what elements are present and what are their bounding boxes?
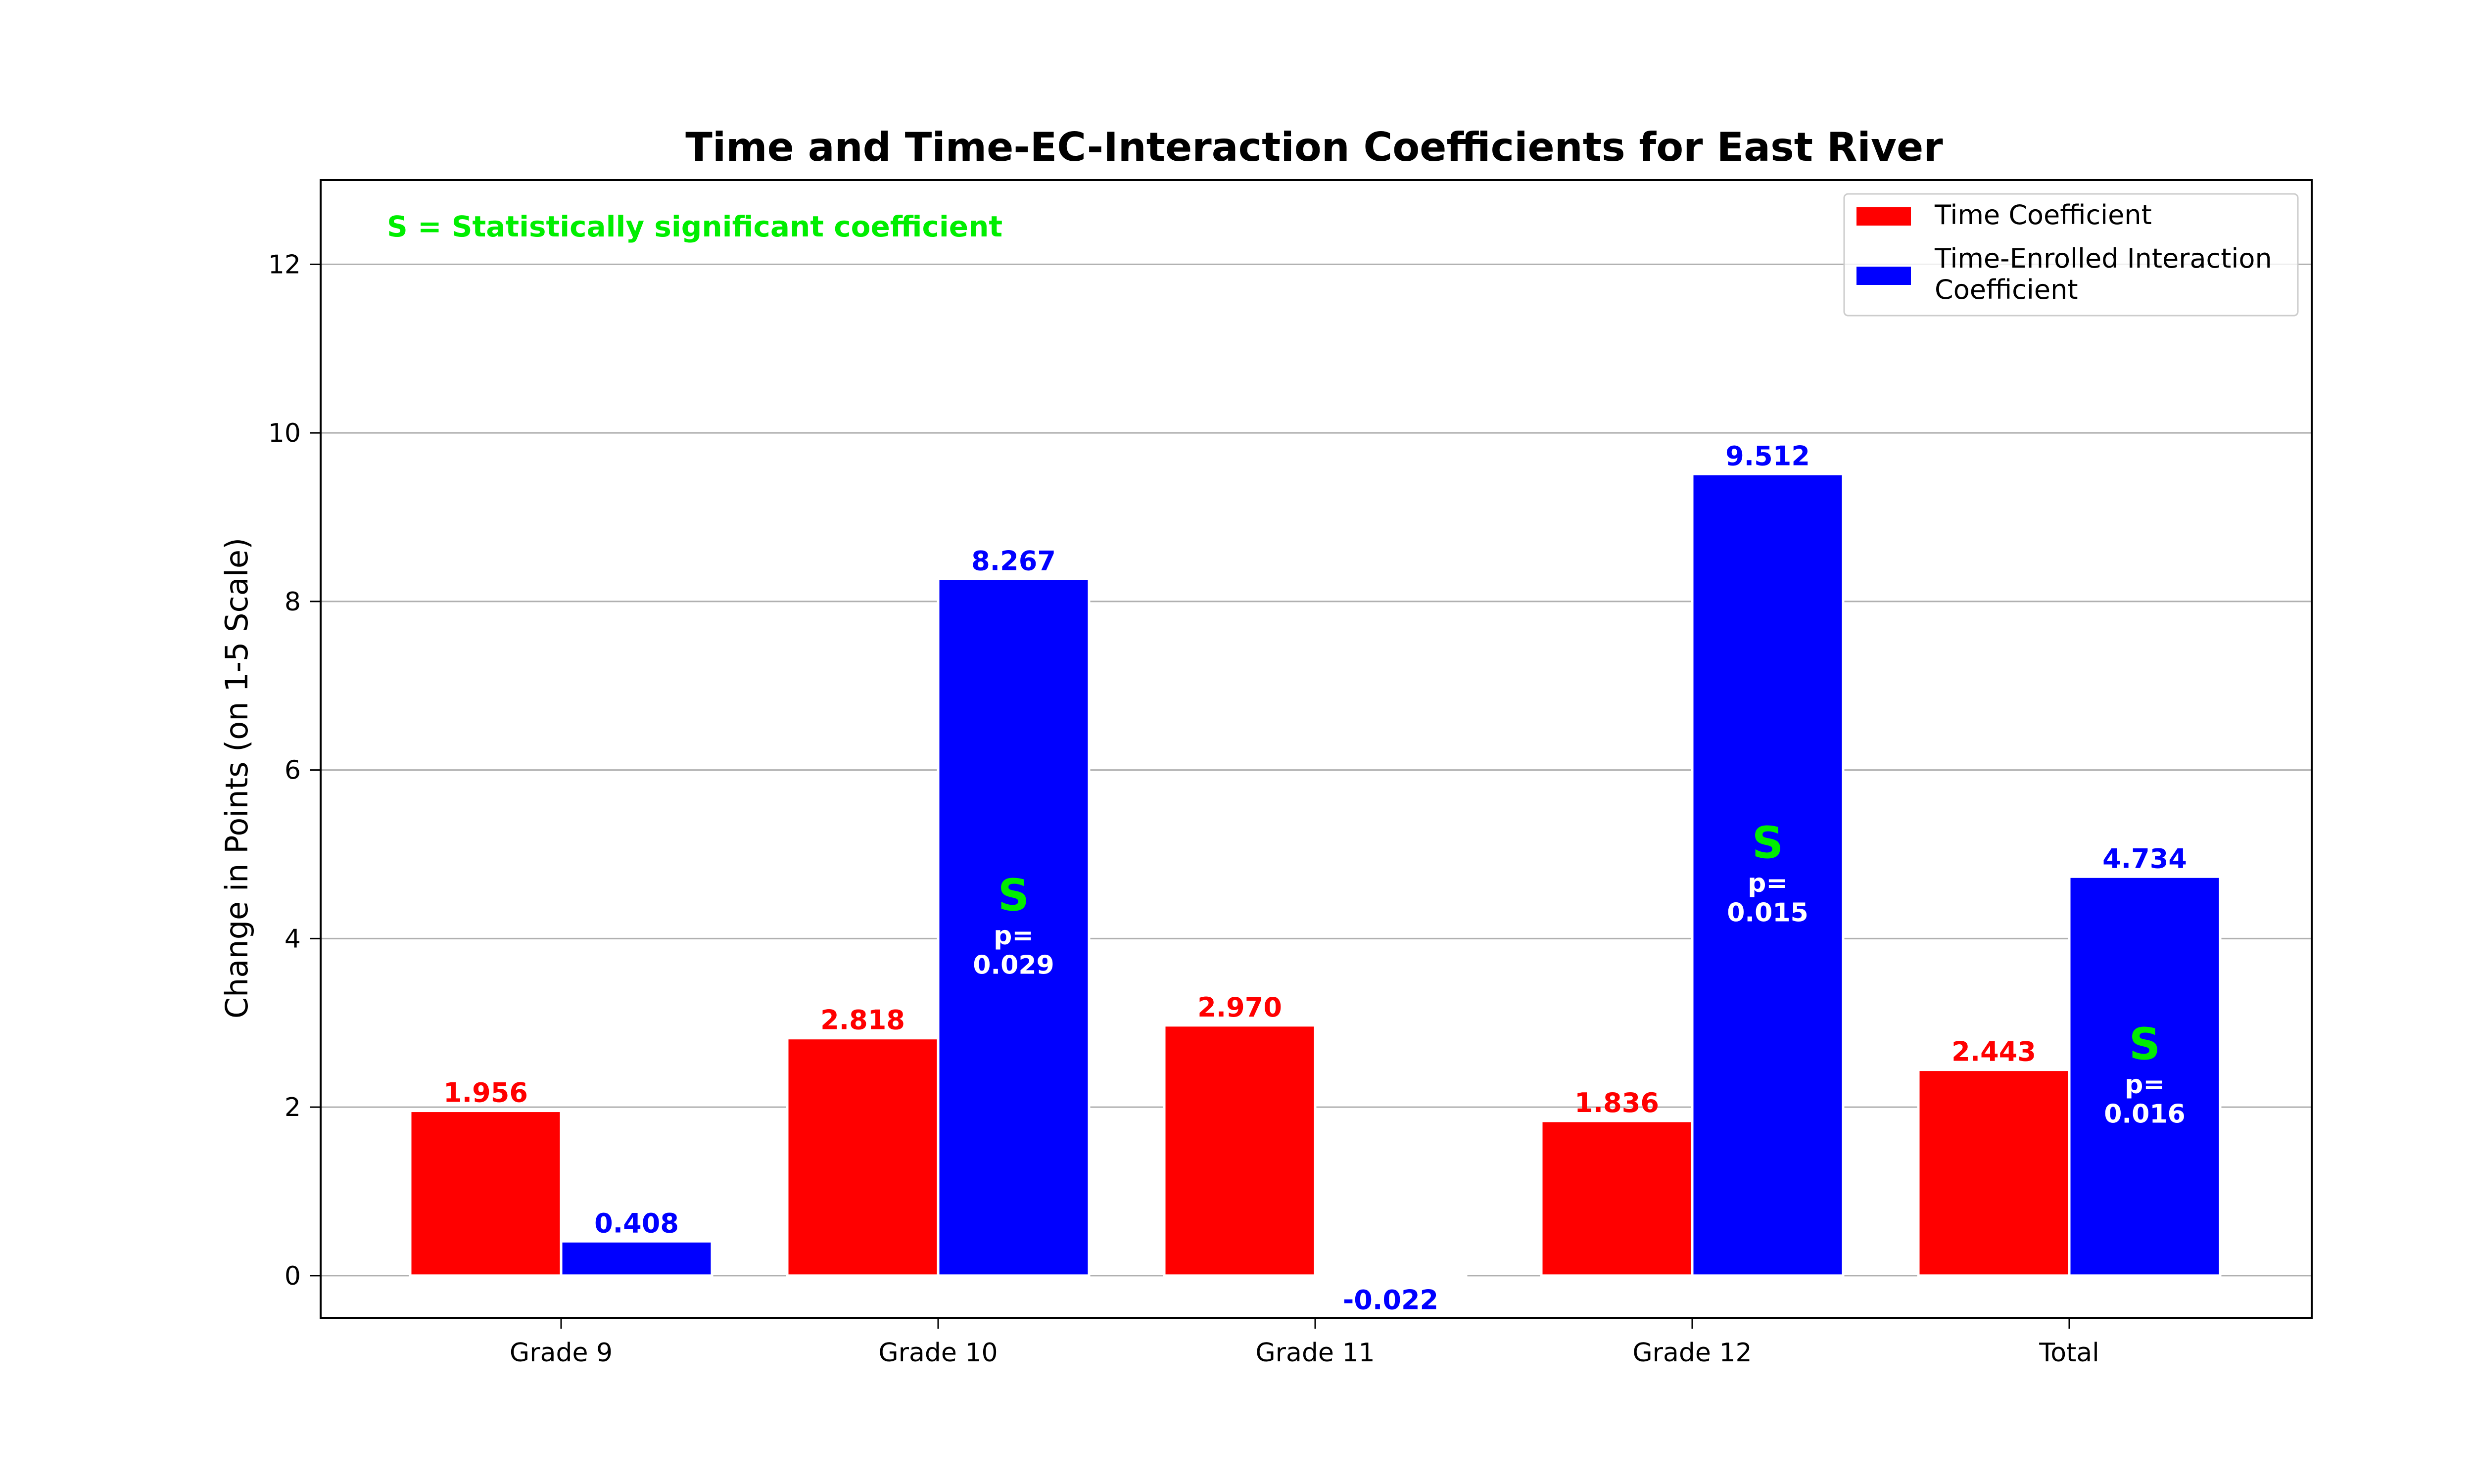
value-label-s1-c1: 8.267 <box>971 545 1056 576</box>
value-label-s1-c2: -0.022 <box>1343 1285 1438 1316</box>
y-tick-label-6: 6 <box>285 756 301 786</box>
significance-note: S = Statistically significant coefficien… <box>387 210 1002 243</box>
y-tick-label-4: 4 <box>285 924 301 954</box>
y-axis-label: Change in Points (on 1-5 Scale) <box>219 538 255 1019</box>
bar-s0-c0 <box>409 1110 563 1277</box>
legend: Time Coefficient Time-Enrolled Interacti… <box>1843 193 2299 317</box>
value-label-s1-c3: 9.512 <box>1725 440 1810 471</box>
significance-marker-c4: S <box>2129 1019 2160 1070</box>
significance-marker-c1: S <box>998 870 1029 921</box>
bar-s1-c3 <box>1691 472 1845 1277</box>
axis-ticks: 0 2 4 6 8 10 12 Grade 9 Grade 10 Grade 11 Grade 12… <box>268 250 2099 1368</box>
x-tick-label-1: Grade 10 <box>878 1338 998 1368</box>
value-label-s0-c0: 1.956 <box>443 1077 528 1109</box>
bars <box>409 472 2222 1279</box>
legend-label-interaction-line-2: Coefficient <box>1935 274 2078 305</box>
legend-swatch-interaction-coefficient <box>1856 267 1911 285</box>
x-tick-label-0: Grade 9 <box>510 1338 613 1368</box>
bar-s0-c3 <box>1540 1119 1694 1277</box>
significance-marker-c3: S <box>1752 818 1783 869</box>
bar-s1-c1 <box>937 577 1091 1277</box>
bar-s0-c2 <box>1163 1024 1317 1277</box>
p-value-c1: 0.029 <box>973 951 1054 980</box>
p-label-c1: p= <box>994 921 1034 951</box>
p-value-c4: 0.016 <box>2104 1100 2185 1129</box>
value-label-s0-c4: 2.443 <box>1951 1036 2036 1067</box>
y-tick-label-12: 12 <box>268 250 301 279</box>
value-label-s1-c0: 0.408 <box>594 1207 679 1239</box>
y-tick-label-0: 0 <box>285 1261 301 1291</box>
legend-swatch-time-coefficient <box>1856 207 1911 226</box>
p-label-c3: p= <box>1748 869 1788 898</box>
legend-label-interaction-line-1: Time-Enrolled Interaction <box>1934 243 2272 274</box>
bar-s1-c2 <box>1314 1274 1468 1279</box>
data-labels: 1.956 2.818 2.970 1.836 2.443 0.408 8.267 -0.02… <box>443 440 2187 1315</box>
bar-s0-c1 <box>786 1037 940 1277</box>
bar-s0-c4 <box>1917 1068 2071 1277</box>
p-label-c4: p= <box>2125 1070 2165 1100</box>
bar-s1-c0 <box>560 1240 714 1277</box>
x-tick-label-4: Total <box>2039 1338 2099 1368</box>
y-tick-label-2: 2 <box>285 1093 301 1122</box>
legend-label-time-coefficient: Time Coefficient <box>1934 199 2152 231</box>
p-value-c3: 0.015 <box>1727 898 1808 928</box>
y-tick-label-10: 10 <box>268 418 301 448</box>
value-label-s1-c4: 4.734 <box>2102 843 2187 874</box>
bar-s1-c4 <box>2068 875 2222 1277</box>
value-label-s0-c1: 2.818 <box>820 1005 905 1036</box>
y-tick-label-8: 8 <box>285 587 301 617</box>
x-tick-label-3: Grade 12 <box>1632 1338 1752 1368</box>
value-label-s0-c3: 1.836 <box>1574 1087 1659 1118</box>
legend-label-interaction-coefficient: Time-Enrolled Interaction Coefficient <box>1934 243 2281 305</box>
chart-title: Time and Time-EC-Interaction Coefficient… <box>685 124 1943 170</box>
x-tick-label-2: Grade 11 <box>1255 1338 1375 1368</box>
legend-box <box>1843 193 2299 317</box>
plot-frame <box>320 179 2313 1319</box>
value-label-s0-c2: 2.970 <box>1197 992 1282 1023</box>
